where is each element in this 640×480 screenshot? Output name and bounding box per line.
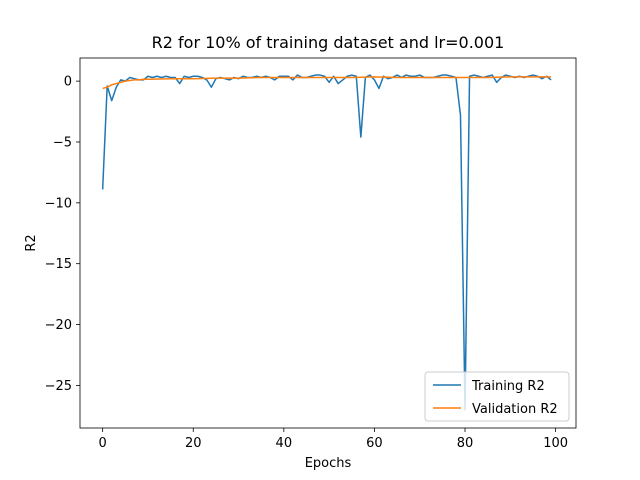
x-tick-label: 100	[543, 436, 568, 451]
chart-title: R2 for 10% of training dataset and lr=0.…	[152, 33, 505, 52]
y-tick-label: −10	[45, 196, 72, 211]
plot-area	[79, 57, 577, 429]
series-line-training-r2	[101, 74, 552, 411]
x-tick-label: 60	[366, 436, 383, 451]
series-line-validation-r2	[102, 76, 552, 90]
y-axis: 0 −5 −10 −15 −20 −25	[45, 75, 80, 394]
plot-background	[80, 58, 576, 428]
y-axis-label: R2	[24, 234, 39, 251]
x-axis: 0 20 40 60 80 100	[99, 428, 568, 451]
series-layer	[101, 74, 552, 411]
y-tick-label: −20	[45, 318, 72, 333]
y-tick-label: −15	[45, 257, 72, 272]
x-axis-label: Epochs	[305, 456, 352, 471]
y-tick-label: −5	[53, 135, 72, 150]
y-tick-label: 0	[64, 75, 72, 90]
x-tick-label: 40	[276, 436, 293, 451]
x-tick-label: 80	[457, 436, 474, 451]
x-tick-label: 0	[99, 436, 107, 451]
x-tick-label: 20	[185, 436, 202, 451]
y-tick-label: −25	[45, 379, 72, 394]
legend-label-validation: Validation R2	[472, 402, 558, 417]
legend: Training R2 Validation R2	[424, 371, 570, 422]
plot-frame	[79, 57, 577, 429]
legend-label-training: Training R2	[471, 379, 545, 394]
